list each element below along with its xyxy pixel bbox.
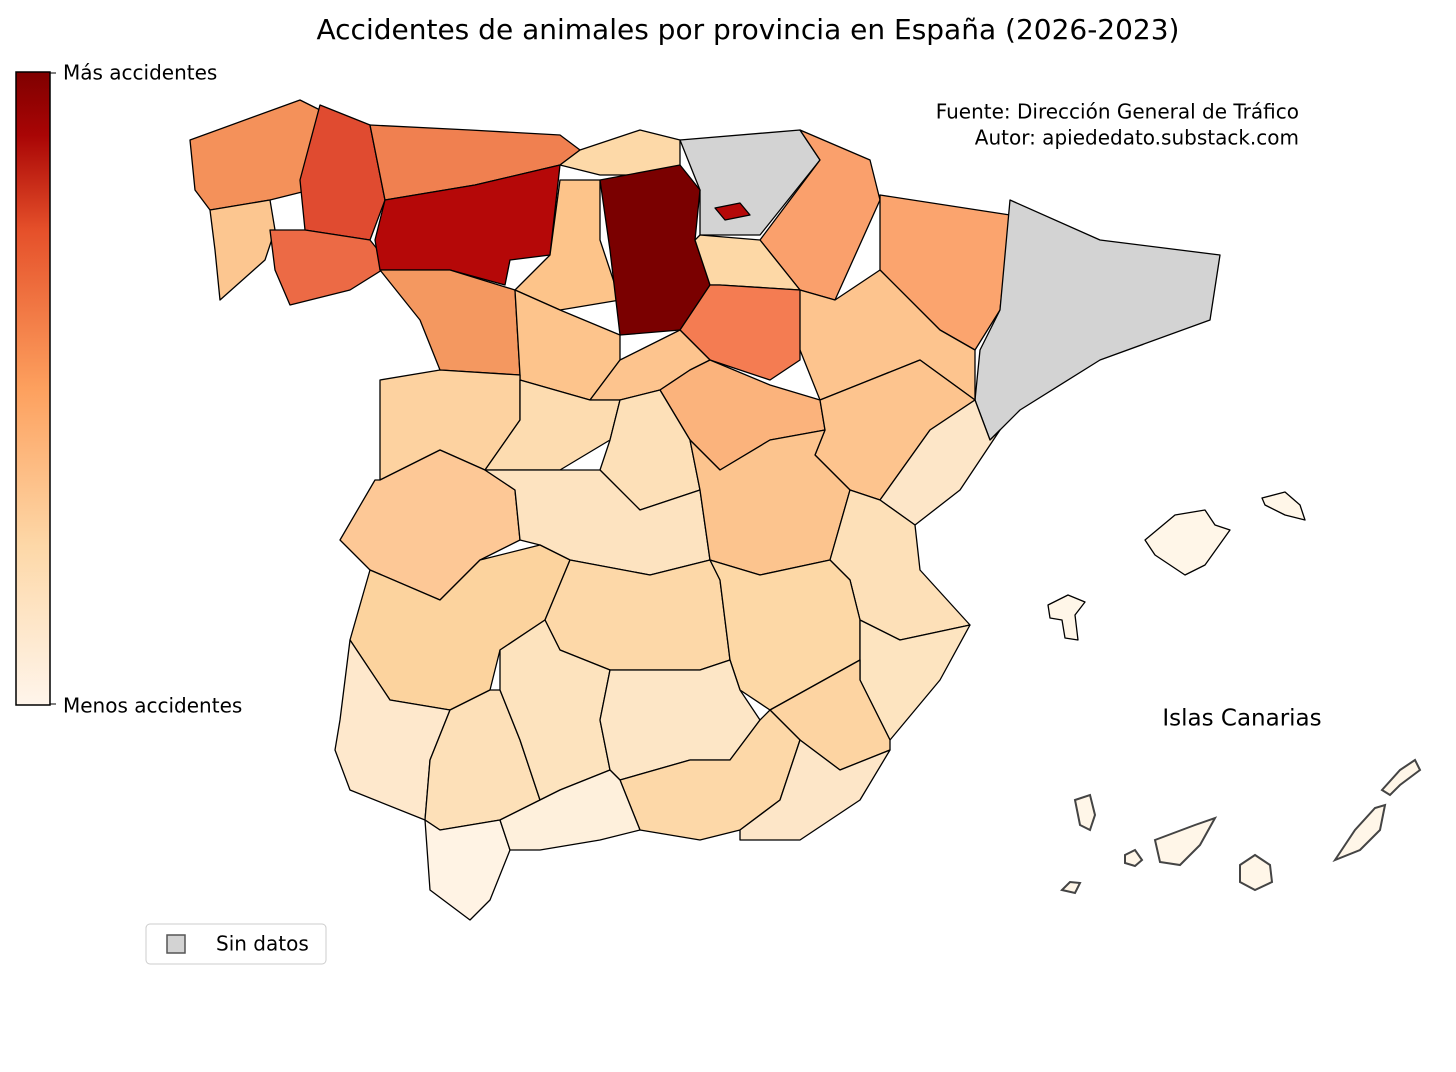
legend-swatch bbox=[166, 934, 186, 954]
island bbox=[1261, 491, 1306, 521]
colorbar bbox=[15, 71, 51, 706]
province bbox=[269, 229, 391, 306]
province bbox=[424, 819, 511, 921]
island bbox=[1153, 816, 1218, 867]
island bbox=[1060, 880, 1082, 895]
island bbox=[1073, 793, 1097, 832]
island bbox=[1239, 853, 1274, 892]
province bbox=[499, 769, 641, 851]
province bbox=[714, 202, 751, 221]
province bbox=[974, 199, 1221, 441]
province bbox=[189, 99, 321, 211]
island bbox=[1332, 803, 1387, 863]
title: Accidentes de animales por provincia en … bbox=[317, 13, 1180, 46]
island bbox=[1124, 848, 1144, 868]
province bbox=[374, 164, 561, 286]
province bbox=[209, 199, 276, 301]
island bbox=[1047, 594, 1086, 641]
island bbox=[1144, 509, 1231, 576]
colorbar-top-label: Más accidentes bbox=[63, 61, 217, 85]
province bbox=[544, 559, 731, 671]
legend-label: Sin datos bbox=[216, 932, 309, 956]
inset-label: Islas Canarias bbox=[1162, 706, 1321, 732]
island bbox=[1380, 758, 1422, 797]
legend-box bbox=[145, 923, 327, 965]
source-note: Fuente: Dirección General de Tráfico bbox=[936, 100, 1299, 124]
province bbox=[379, 269, 521, 376]
provinces bbox=[189, 99, 1422, 921]
colorbar-bottom-label: Menos accidentes bbox=[63, 694, 242, 718]
province bbox=[739, 739, 891, 841]
province bbox=[679, 284, 801, 381]
province bbox=[484, 379, 621, 471]
author-note: Autor: apiededato.substack.com bbox=[975, 126, 1299, 150]
